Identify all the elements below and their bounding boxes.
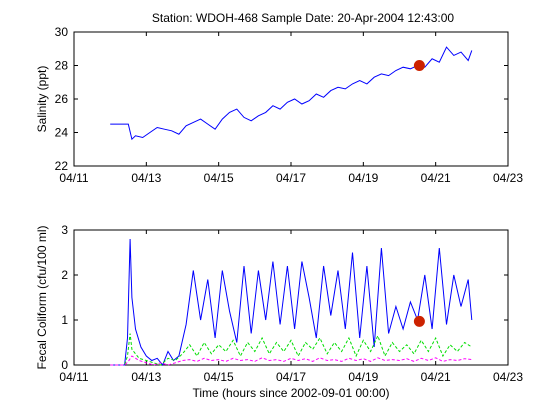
salinity-axes: 04/11 04/13 04/15 04/17 04/19 04/21 04/23 22 24 2… bbox=[35, 25, 523, 185]
coliform-x-axis-label: Time (hours since 2002-09-01 00:00) bbox=[193, 386, 390, 400]
salinity-sample-marker bbox=[413, 60, 425, 71]
salinity-x-tick-label: 04/15 bbox=[204, 171, 234, 185]
coliform-x-tick-label: 04/19 bbox=[348, 370, 378, 384]
salinity-x-tick-label: 04/11 bbox=[59, 171, 88, 185]
fecal-coliform-axes: 04/11 04/13 04/15 04/17 04/19 04/21 04/23 0 1 2 3F… bbox=[35, 223, 523, 400]
coliform-y-tick-label: 0 bbox=[61, 358, 68, 372]
salinity-y-axis-label: Salinity (ppt) bbox=[35, 66, 49, 133]
coliform-series-2-line bbox=[110, 355, 472, 366]
coliform-y-tick-label: 1 bbox=[61, 313, 68, 327]
salinity-y-tick-label: 22 bbox=[55, 159, 69, 173]
coliform-x-tick-label: 04/11 bbox=[59, 370, 88, 384]
salinity-y-tick-label: 24 bbox=[55, 126, 69, 140]
coliform-x-tick-label: 04/15 bbox=[204, 370, 234, 384]
coliform-y-axis-label: Fecal Coliform (cfu/100 ml) bbox=[35, 225, 49, 369]
salinity-x-tick-label: 04/21 bbox=[421, 171, 451, 185]
coliform-x-tick-label: 04/13 bbox=[131, 370, 161, 384]
coliform-y-tick-label: 3 bbox=[61, 223, 68, 237]
coliform-sample-marker bbox=[413, 315, 425, 327]
coliform-x-tick-label: 04/21 bbox=[421, 370, 451, 384]
salinity-y-tick-label: 30 bbox=[55, 25, 69, 39]
salinity-y-tick-label: 26 bbox=[55, 92, 69, 106]
chart-title: Station: WDOH-468 Sample Date: 20-Apr-20… bbox=[152, 11, 454, 25]
salinity-x-tick-label: 04/17 bbox=[276, 171, 306, 185]
coliform-x-tick-label: 04/17 bbox=[276, 370, 306, 384]
salinity-x-tick-label: 04/13 bbox=[131, 171, 161, 185]
coliform-x-tick-label: 04/23 bbox=[493, 370, 523, 384]
salinity-y-tick-label: 28 bbox=[55, 59, 69, 73]
coliform-series-0-line bbox=[110, 238, 473, 366]
coliform-series-1-line bbox=[110, 333, 473, 366]
salinity-x-tick-label: 04/23 bbox=[493, 171, 523, 185]
coliform-y-tick-label: 2 bbox=[61, 268, 68, 282]
salinity-x-tick-label: 04/19 bbox=[348, 171, 378, 185]
